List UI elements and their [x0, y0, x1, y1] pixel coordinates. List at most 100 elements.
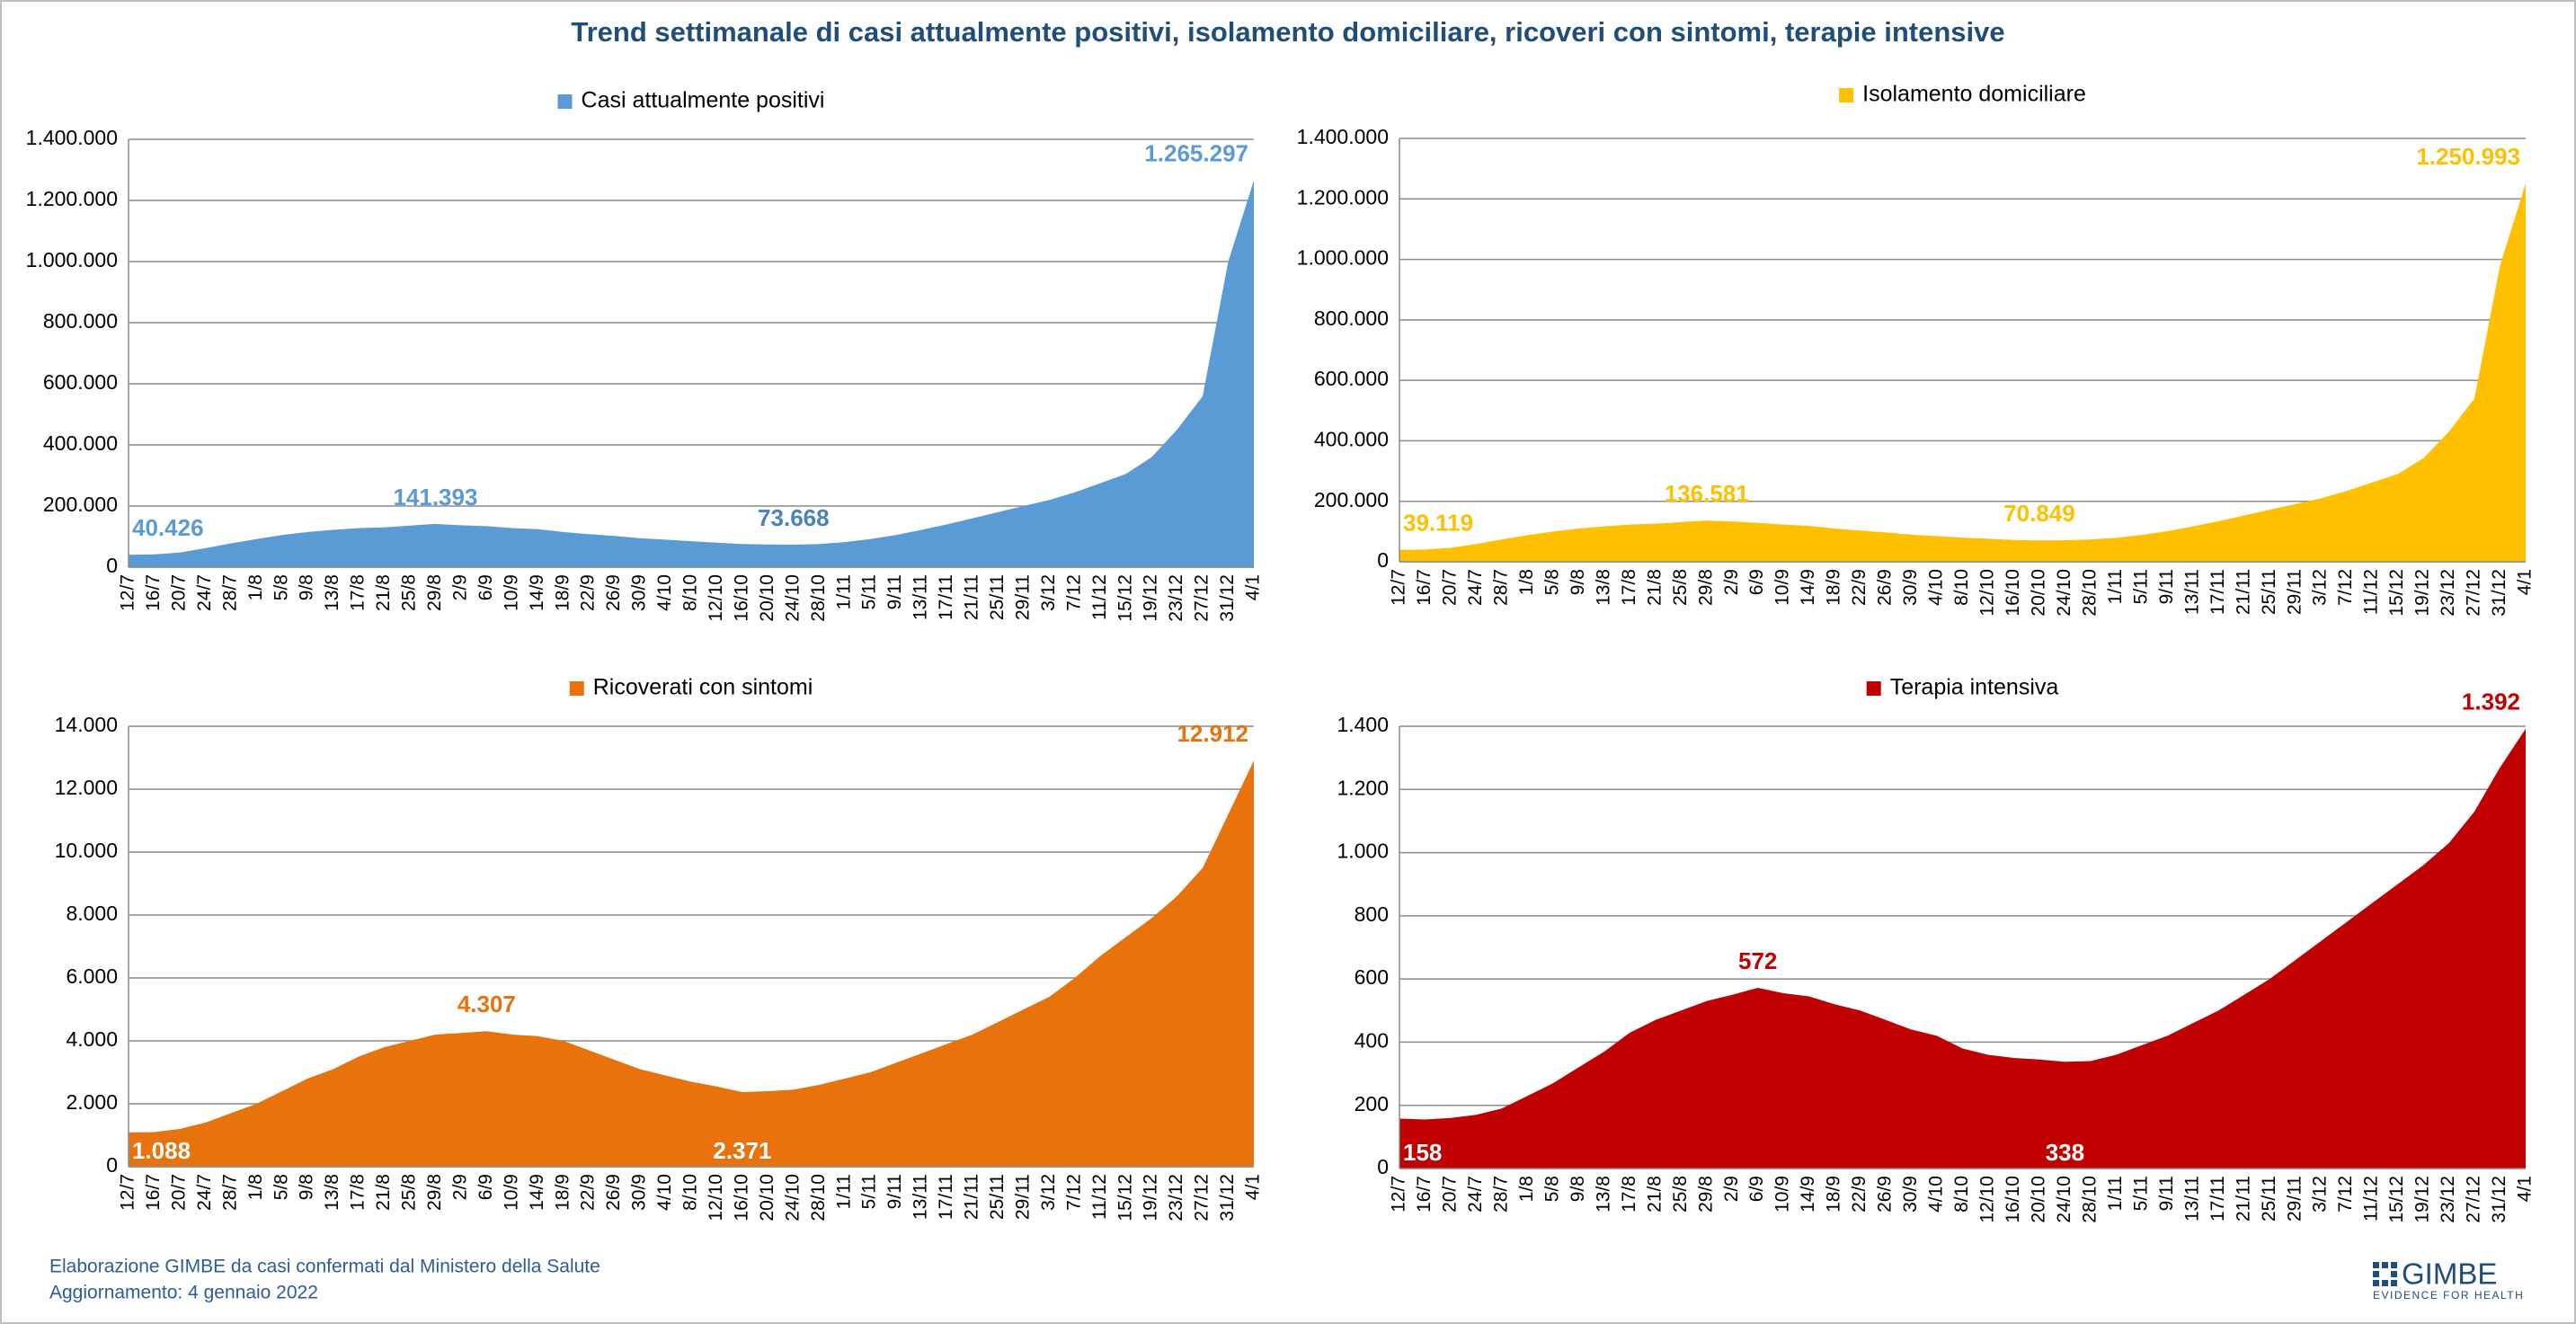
x-tick-label: 29/11 [1012, 574, 1033, 620]
y-tick-label: 200.000 [1314, 488, 1389, 511]
y-tick-label: 0 [106, 554, 118, 577]
x-tick-label: 9/8 [1568, 1176, 1588, 1202]
x-tick-label: 22/9 [578, 574, 599, 611]
x-tick-label: 15/12 [1115, 1174, 1135, 1222]
x-tick-label: 20/7 [168, 574, 189, 611]
x-tick-label: 5/11 [2130, 569, 2151, 604]
x-tick-label: 26/9 [603, 574, 624, 611]
x-tick-label: 12/7 [118, 574, 138, 611]
x-tick-label: 25/11 [987, 574, 1008, 620]
x-tick-label: 20/7 [1440, 1176, 1461, 1213]
x-tick-label: 4/1 [1243, 574, 1264, 600]
x-tick-label: 20/10 [2028, 1176, 2048, 1223]
x-tick-label: 29/8 [1695, 1176, 1716, 1213]
x-tick-label: 11/12 [2361, 1176, 2382, 1222]
x-tick-label: 28/7 [1490, 1176, 1511, 1213]
y-tick-label: 200 [1355, 1092, 1389, 1115]
x-tick-label: 13/8 [1593, 569, 1613, 606]
footer-update: Aggiornamento: 4 gennaio 2022 [49, 1283, 318, 1303]
chart-panel: 0 200.000 400.000 600.000 800.000 1.000.000 1.… [1297, 82, 2536, 617]
x-tick-label: 3/12 [1038, 1174, 1059, 1211]
x-tick-label: 9/8 [297, 1174, 317, 1200]
x-tick-label: 15/12 [2386, 1176, 2407, 1223]
x-tick-label: 8/10 [680, 1174, 701, 1211]
x-tick-label: 25/8 [399, 1174, 420, 1211]
x-tick-label: 23/12 [1166, 574, 1186, 622]
x-tick-label: 27/12 [2464, 1176, 2484, 1223]
x-tick-label: 21/11 [2233, 569, 2253, 615]
x-tick-label: 1/11 [2105, 1176, 2126, 1211]
value-label: 4.307 [457, 991, 516, 1017]
x-tick-label: 21/11 [2233, 1176, 2253, 1222]
page-title: Trend settimanale di casi attualmente po… [571, 16, 2004, 48]
x-tick-label: 25/8 [1670, 1176, 1691, 1213]
x-tick-label: 6/9 [1746, 1176, 1767, 1202]
y-tick-label: 600.000 [43, 370, 118, 394]
logo-icon [2373, 1262, 2397, 1286]
x-tick-label: 1/11 [2105, 569, 2126, 604]
x-tick-label: 24/10 [2054, 1176, 2074, 1223]
x-tick-label: 26/9 [1875, 569, 1896, 606]
x-tick-label: 13/8 [322, 1174, 342, 1211]
legend-label: Isolamento domiciliare [1862, 82, 2086, 107]
x-tick-label: 18/9 [552, 1174, 573, 1211]
x-tick-label: 26/9 [1875, 1176, 1896, 1213]
x-tick-label: 31/12 [2489, 1176, 2509, 1223]
x-tick-label: 17/8 [1619, 1176, 1639, 1213]
x-tick-label: 25/11 [987, 1174, 1008, 1220]
x-tick-label: 13/8 [322, 574, 342, 611]
x-tick-label: 21/11 [962, 574, 982, 620]
x-tick-label: 17/8 [348, 574, 369, 611]
x-tick-label: 7/12 [1063, 1174, 1084, 1211]
x-tick-label: 3/12 [2310, 569, 2331, 606]
value-label: 73.668 [758, 504, 830, 531]
x-tick-label: 17/8 [348, 1174, 369, 1211]
chart-panel: 0 200.000 400.000 600.000 800.000 1.000.000 1.… [26, 88, 1264, 622]
x-tick-label: 28/7 [219, 1174, 240, 1211]
x-tick-label: 18/9 [1824, 1176, 1844, 1213]
x-tick-label: 16/7 [143, 574, 164, 611]
x-tick-label: 20/10 [757, 574, 777, 622]
y-tick-label: 200.000 [43, 493, 118, 516]
y-tick-label: 1.400 [1337, 713, 1389, 736]
x-tick-label: 19/12 [1141, 1174, 1161, 1222]
x-tick-label: 1/8 [245, 574, 266, 600]
value-label: 1.392 [2462, 689, 2520, 715]
x-tick-label: 15/12 [1115, 574, 1135, 622]
x-tick-label: 17/11 [2207, 569, 2228, 615]
x-tick-label: 16/10 [731, 574, 751, 622]
x-tick-label: 25/11 [2259, 569, 2279, 615]
x-tick-label: 20/10 [757, 1174, 777, 1222]
x-tick-label: 10/9 [1772, 1176, 1793, 1213]
x-tick-label: 8/10 [1951, 1176, 1972, 1213]
x-tick-label: 8/10 [1951, 569, 1972, 606]
x-tick-label: 4/10 [654, 574, 675, 611]
legend-swatch [569, 681, 584, 696]
value-label: 338 [2046, 1139, 2084, 1166]
x-tick-label: 31/12 [1217, 1174, 1238, 1222]
y-tick-label: 4.000 [66, 1027, 118, 1051]
x-tick-label: 10/9 [1772, 569, 1793, 606]
x-tick-label: 10/9 [501, 574, 521, 611]
x-tick-label: 14/9 [527, 1174, 547, 1211]
x-tick-label: 30/9 [629, 574, 650, 611]
x-tick-label: 17/11 [936, 574, 956, 620]
logo-name: GIMBE [2402, 1257, 2497, 1291]
x-tick-label: 9/11 [2156, 1176, 2177, 1211]
x-tick-label: 13/11 [2181, 1176, 2202, 1222]
y-tick-label: 8.000 [66, 902, 118, 925]
y-tick-label: 1.200 [1337, 776, 1389, 799]
value-label: 141.393 [393, 484, 477, 511]
x-tick-label: 30/9 [1900, 1176, 1921, 1213]
x-tick-label: 5/11 [859, 1174, 880, 1209]
x-tick-label: 24/10 [782, 574, 803, 622]
y-tick-label: 1.400.000 [1297, 125, 1389, 148]
x-tick-label: 16/7 [143, 1174, 164, 1211]
x-tick-label: 18/9 [1824, 569, 1844, 606]
x-tick-label: 21/8 [373, 574, 394, 611]
y-tick-label: 400.000 [1314, 428, 1389, 451]
x-tick-label: 4/1 [2515, 1176, 2536, 1202]
y-tick-label: 600 [1355, 965, 1389, 989]
value-label: 1.265.297 [1144, 140, 1248, 167]
x-tick-label: 12/10 [706, 574, 726, 622]
